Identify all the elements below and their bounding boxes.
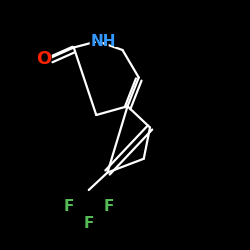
Text: O: O [36,50,52,68]
Text: NH: NH [88,32,120,51]
Text: F: F [82,214,96,233]
Text: F: F [102,197,116,216]
Text: O: O [34,49,53,69]
Text: NH: NH [91,34,116,49]
Text: F: F [62,197,76,216]
Text: F: F [64,199,74,214]
Text: F: F [104,199,114,214]
Text: F: F [84,216,94,231]
